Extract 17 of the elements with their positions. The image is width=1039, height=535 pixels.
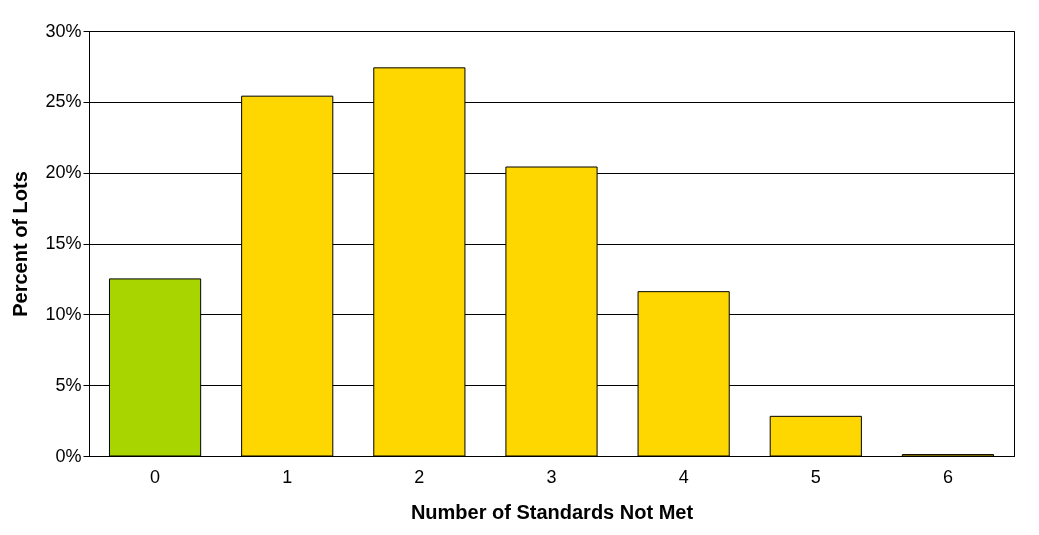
x-tick-label: 4: [678, 466, 689, 487]
x-tick-label: 5: [810, 466, 821, 487]
bar: [769, 415, 862, 457]
x-axis-title: Number of Standards Not Met: [410, 500, 694, 523]
y-tick-label: 30%: [45, 20, 82, 41]
y-tick-label: 5%: [55, 374, 82, 395]
x-tick-label: 1: [282, 466, 293, 487]
y-tick-label: 10%: [45, 303, 82, 324]
y-axis-title: Percent of Lots: [9, 171, 32, 317]
x-tick-label: 3: [546, 466, 557, 487]
y-tick-label: 20%: [45, 162, 82, 183]
x-tick-label: 6: [942, 466, 953, 487]
y-tick-label: 25%: [45, 91, 82, 112]
y-tick-label: 0%: [55, 445, 82, 466]
y-tick-label: 15%: [45, 233, 82, 253]
x-tick-label: 0: [150, 466, 161, 487]
x-tick-label: 2: [414, 466, 425, 487]
